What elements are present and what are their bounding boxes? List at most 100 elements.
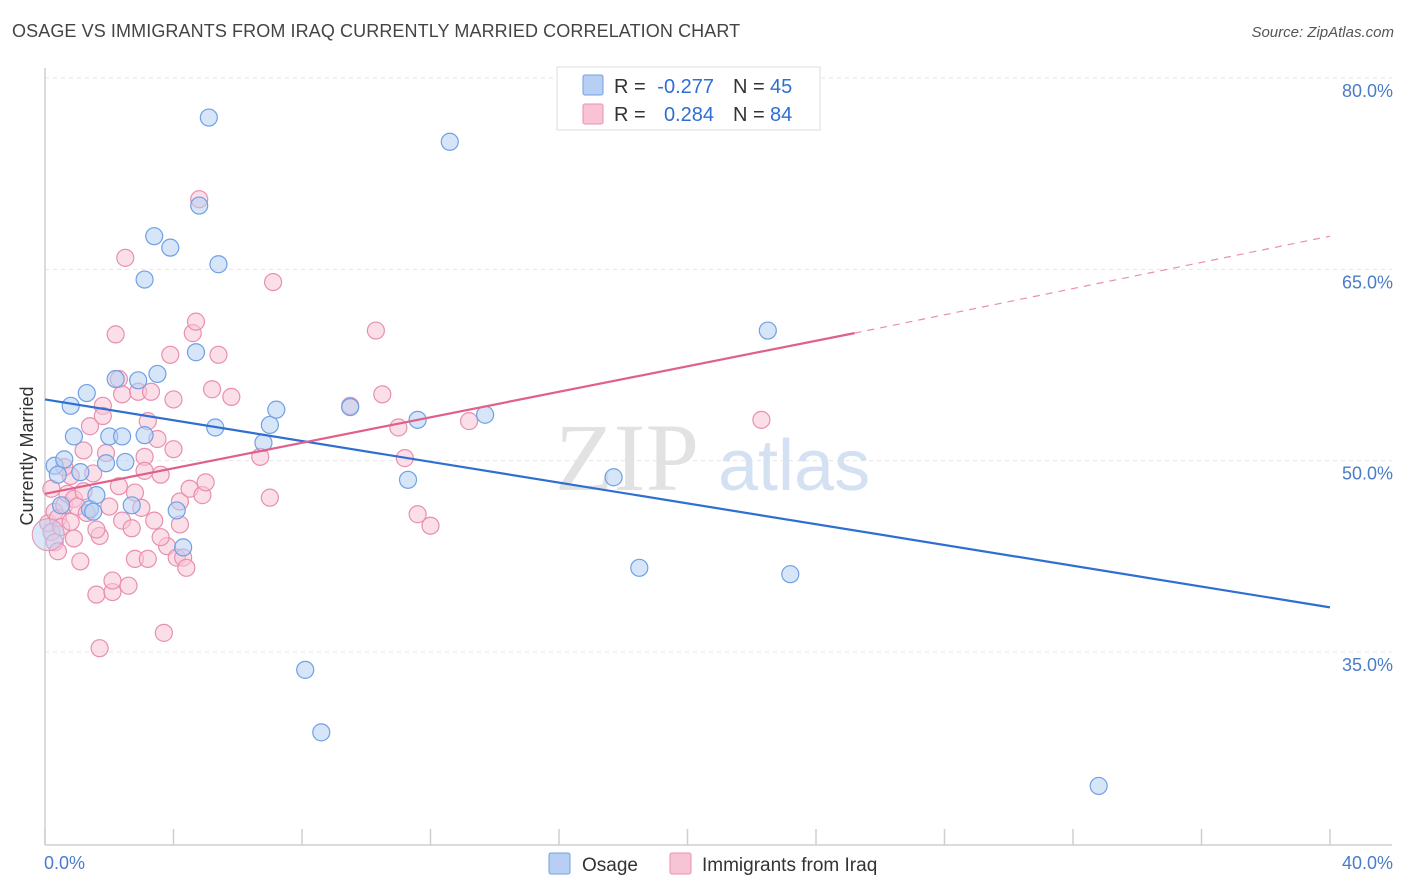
x-axis-ticks — [44, 829, 1331, 845]
y-tick-label: 65.0% — [1342, 272, 1393, 292]
iraq-point — [87, 520, 106, 539]
osage-point — [87, 486, 106, 505]
osage-point — [135, 426, 154, 445]
iraq-point — [141, 382, 161, 401]
trend-lines — [44, 235, 1331, 609]
iraq-trend-line — [44, 332, 855, 495]
iraq-point — [752, 410, 771, 429]
iraq-point — [164, 390, 183, 409]
watermark-atlas: atlas — [718, 426, 870, 506]
iraq-point — [64, 529, 84, 548]
iraq-point — [151, 528, 170, 547]
osage-point — [96, 454, 116, 473]
chart-title: OSAGE VS IMMIGRANTS FROM IRAQ CURRENTLY … — [12, 21, 741, 41]
watermark-zip: ZIP — [555, 404, 699, 511]
osage-point — [398, 470, 418, 489]
osage-point — [630, 558, 649, 577]
iraq-point — [177, 558, 196, 577]
legend-n-value-iraq: 84 — [770, 104, 792, 126]
osage-point — [84, 502, 103, 521]
osage-point — [106, 369, 125, 389]
iraq-point — [112, 385, 132, 404]
iraq-point — [222, 387, 241, 406]
osage-point — [758, 321, 777, 340]
osage-point — [122, 496, 141, 515]
iraq-point — [80, 417, 100, 436]
x-tick-label-min: 0.0% — [44, 853, 85, 873]
legend-r-value-osage: -0.277 — [657, 76, 714, 98]
iraq-point — [61, 512, 80, 531]
osage-point — [312, 723, 331, 742]
osage-point — [129, 371, 148, 390]
legend-r-label-iraq: R = — [614, 104, 646, 126]
iraq-point — [100, 497, 119, 516]
iraq-point — [103, 571, 122, 590]
bottom-legend-label-osage: Osage — [582, 855, 638, 876]
osage-point — [51, 496, 71, 515]
y-tick-label: 35.0% — [1342, 655, 1393, 675]
osage-point — [48, 465, 67, 484]
y-axis-title: Currently Married — [17, 386, 37, 525]
osage-point — [64, 427, 84, 446]
gridlines — [45, 77, 1392, 653]
osage-point — [174, 538, 193, 557]
iraq-point — [196, 473, 215, 492]
stats-legend: R = -0.277 N = 45 R = 0.284 N = 84 — [556, 66, 821, 131]
iraq-point — [93, 406, 112, 426]
iraq-point — [109, 477, 128, 496]
y-tick-label: 80.0% — [1342, 81, 1393, 101]
iraq-point — [145, 511, 164, 530]
osage-point — [341, 397, 360, 417]
osage-point — [209, 255, 228, 274]
legend-n-value-osage: 45 — [770, 76, 792, 98]
iraq-point — [122, 519, 141, 538]
osage-point — [71, 463, 90, 482]
legend-n-label-osage: N = — [733, 76, 765, 98]
iraq-point — [74, 441, 93, 460]
y-tick-labels: 35.0% 50.0% 65.0% 80.0% — [1342, 81, 1393, 675]
iraq-point — [459, 412, 479, 431]
osage-point — [186, 343, 206, 362]
osage-point — [55, 450, 74, 469]
axes — [44, 68, 1392, 846]
osage-point — [190, 196, 209, 215]
osage-point — [148, 364, 167, 384]
osage-point — [112, 427, 132, 446]
iraq-point — [186, 312, 206, 331]
osage-point — [77, 383, 96, 403]
osage-point — [1089, 776, 1108, 796]
legend-swatch-osage — [582, 74, 604, 96]
osage-point — [440, 132, 459, 151]
iraq-point — [421, 516, 440, 535]
osage-point — [296, 660, 315, 679]
osage-point — [781, 565, 800, 584]
osage-point — [116, 452, 135, 472]
iraq-point — [263, 272, 283, 292]
legend-r-label-osage: R = — [614, 76, 646, 98]
osage-point — [604, 468, 623, 487]
source-credit: Source: ZipAtlas.com — [1251, 24, 1394, 41]
osage-point — [199, 108, 218, 127]
series-osage-points — [45, 108, 1108, 796]
iraq-point — [116, 248, 135, 267]
osage-point — [61, 396, 80, 415]
legend-r-value-iraq: 0.284 — [664, 104, 714, 126]
iraq-point — [161, 345, 180, 364]
iraq-point — [119, 576, 138, 595]
osage-point — [161, 238, 180, 257]
iraq-point — [154, 623, 173, 642]
series-legend: Osage Immigrants from Iraq — [548, 852, 877, 876]
y-tick-label: 50.0% — [1342, 464, 1393, 484]
iraq-point — [260, 488, 279, 507]
iraq-point — [71, 552, 90, 571]
iraq-point — [366, 321, 385, 340]
iraq-point — [138, 549, 157, 568]
legend-swatch-iraq — [582, 103, 604, 125]
iraq-point — [90, 639, 109, 658]
osage-point — [135, 270, 154, 289]
iraq-point — [106, 325, 125, 344]
iraq-point — [135, 461, 154, 480]
osage-point — [167, 501, 186, 520]
iraq-point — [209, 345, 228, 364]
